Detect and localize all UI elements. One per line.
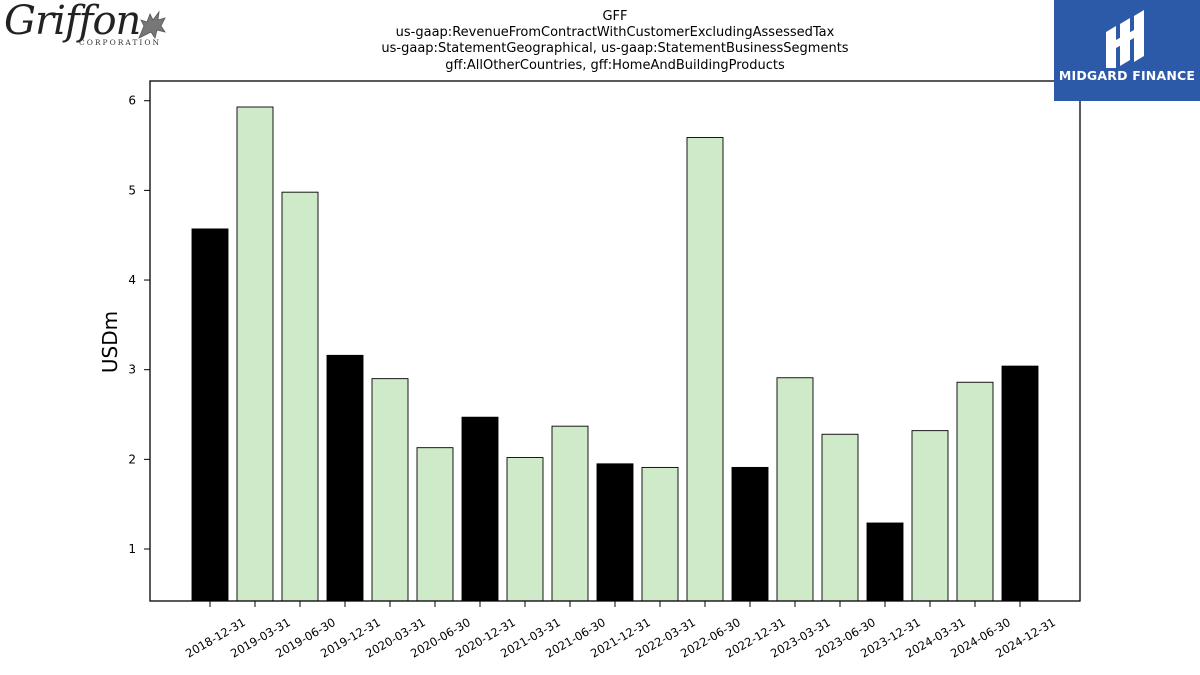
- chart-title: GFF: [602, 9, 627, 24]
- bars-layer: [191, 106, 1039, 602]
- bar-2023-06-30: [821, 433, 859, 602]
- griffon-wordmark: Griffon: [4, 0, 141, 44]
- y-tick-label: 3: [128, 363, 136, 377]
- bar-2019-03-31: [236, 106, 274, 602]
- bar-2018-12-31: [191, 228, 229, 602]
- plot-frame: [149, 80, 1081, 602]
- midgard-finance-name: MIDGARD FINANCE: [1058, 68, 1196, 83]
- bar-2021-06-30: [551, 425, 589, 602]
- chart-subtitle-line-1: us-gaap:RevenueFromContractWithCustomerE…: [396, 25, 835, 40]
- bar-2020-06-30: [416, 447, 454, 602]
- bar-2024-12-31: [1001, 365, 1039, 602]
- x-axis-ticks: 2018-12-312019-03-312019-06-302019-12-31…: [183, 601, 1058, 661]
- y-tick-label: 4: [128, 273, 136, 287]
- bar-2021-12-31: [596, 463, 634, 602]
- y-axis-label: USDm: [98, 311, 122, 373]
- bar-2020-12-31: [461, 416, 499, 602]
- bar-2024-06-30: [956, 381, 994, 602]
- midgard-finance-logo: MIDGARD FINANCE: [1054, 0, 1200, 101]
- bar-2019-12-31: [326, 354, 364, 602]
- griffon-logo: Griffon CORPORATION: [4, 0, 169, 50]
- bar-2021-03-31: [506, 457, 544, 602]
- bar-2023-12-31: [866, 522, 904, 602]
- griffon-corporation-text: CORPORATION: [79, 38, 162, 47]
- chart-subtitle-line-3: gff:AllOtherCountries, gff:HomeAndBuildi…: [445, 58, 785, 73]
- bar-2023-03-31: [776, 377, 814, 602]
- bar-2019-06-30: [281, 191, 319, 602]
- y-tick-label: 2: [128, 452, 136, 466]
- midgard-mark-icon: [1106, 10, 1144, 68]
- y-tick-label: 1: [128, 542, 136, 556]
- y-tick-label: 6: [128, 94, 136, 108]
- chart-subtitle-line-2: us-gaap:StatementGeographical, us-gaap:S…: [381, 41, 848, 56]
- bar-2022-03-31: [641, 466, 679, 602]
- griffin-icon: [138, 10, 166, 39]
- y-tick-label: 5: [128, 183, 136, 197]
- bar-2022-12-31: [731, 466, 769, 602]
- bar-2024-03-31: [911, 430, 949, 602]
- bar-2020-03-31: [371, 378, 409, 602]
- bar-2022-06-30: [686, 137, 724, 602]
- y-axis-ticks: 1 2 3 4 5 6: [128, 94, 150, 556]
